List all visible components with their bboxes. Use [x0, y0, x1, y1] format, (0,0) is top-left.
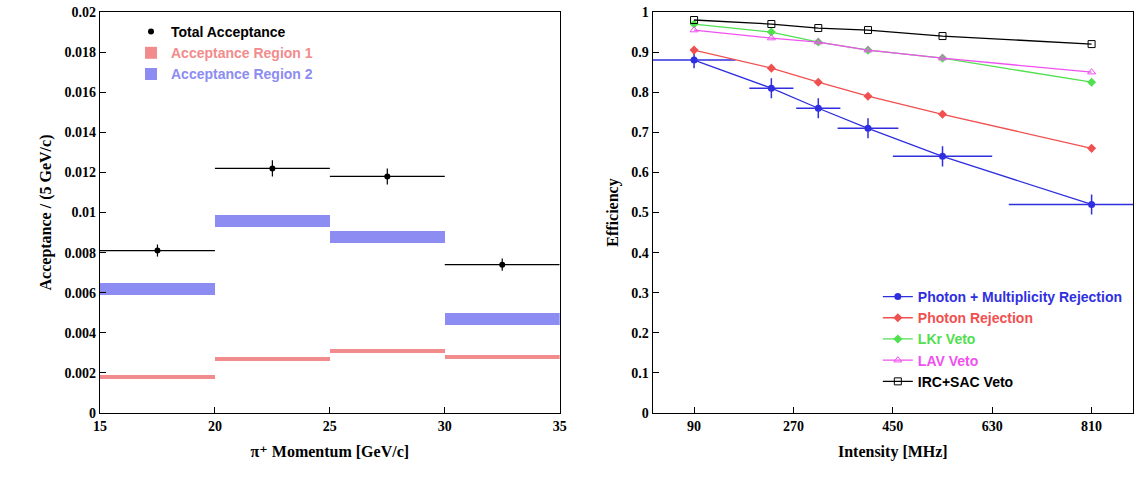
svg-text:Efficiency: Efficiency	[604, 178, 622, 246]
svg-text:35: 35	[553, 419, 567, 434]
svg-text:Photon + Multiplicity Rejectio: Photon + Multiplicity Rejection	[918, 289, 1122, 305]
svg-text:Acceptance Region 2: Acceptance Region 2	[171, 66, 313, 82]
svg-text:0.002: 0.002	[65, 366, 97, 381]
svg-text:LKr Veto: LKr Veto	[918, 331, 976, 347]
svg-text:0.014: 0.014	[65, 125, 97, 140]
svg-text:0.016: 0.016	[65, 85, 97, 100]
svg-text:Total Acceptance: Total Acceptance	[171, 24, 286, 40]
svg-text:0: 0	[642, 406, 649, 421]
svg-text:270: 270	[783, 419, 804, 434]
svg-text:0.5: 0.5	[631, 205, 649, 220]
svg-text:0.7: 0.7	[631, 125, 649, 140]
svg-text:630: 630	[982, 419, 1003, 434]
svg-text:0.006: 0.006	[65, 286, 97, 301]
svg-text:0.6: 0.6	[631, 165, 649, 180]
svg-text:25: 25	[323, 419, 337, 434]
svg-text:30: 30	[438, 419, 452, 434]
svg-text:0: 0	[89, 406, 96, 421]
svg-text:Acceptance Region 1: Acceptance Region 1	[171, 45, 313, 61]
svg-text:90: 90	[687, 419, 701, 434]
svg-text:LAV Veto: LAV Veto	[918, 353, 978, 369]
svg-text:Intensity [MHz]: Intensity [MHz]	[838, 443, 948, 461]
svg-text:Acceptance / (5 GeV/c): Acceptance / (5 GeV/c)	[37, 135, 55, 291]
svg-text:0.004: 0.004	[65, 326, 97, 341]
svg-text:IRC+SAC Veto: IRC+SAC Veto	[918, 374, 1013, 390]
svg-text:0.9: 0.9	[631, 45, 649, 60]
svg-text:0.02: 0.02	[72, 5, 97, 20]
svg-text:0.3: 0.3	[631, 286, 649, 301]
svg-text:15: 15	[93, 419, 107, 434]
svg-text:0.2: 0.2	[631, 326, 649, 341]
svg-text:0.01: 0.01	[72, 205, 97, 220]
svg-text:810: 810	[1081, 419, 1102, 434]
svg-text:0.018: 0.018	[65, 45, 97, 60]
svg-text:1: 1	[642, 5, 649, 20]
svg-text:20: 20	[208, 419, 222, 434]
svg-text:0.012: 0.012	[65, 165, 97, 180]
svg-text:0.1: 0.1	[631, 366, 649, 381]
svg-text:0.8: 0.8	[631, 85, 649, 100]
svg-text:Photon Rejection: Photon Rejection	[918, 310, 1033, 326]
svg-text:0.008: 0.008	[65, 246, 97, 261]
svg-text:π⁺ Momentum [GeV/c]: π⁺ Momentum [GeV/c]	[251, 443, 410, 460]
svg-text:450: 450	[882, 419, 903, 434]
svg-text:0.4: 0.4	[631, 246, 649, 261]
